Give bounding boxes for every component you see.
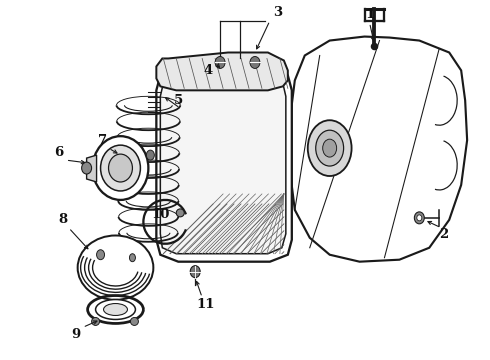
Ellipse shape bbox=[97, 250, 104, 260]
Text: 1: 1 bbox=[365, 8, 374, 21]
Text: 11: 11 bbox=[196, 298, 215, 311]
Ellipse shape bbox=[417, 215, 422, 221]
Text: 2: 2 bbox=[440, 228, 449, 241]
Ellipse shape bbox=[129, 254, 135, 262]
Polygon shape bbox=[156, 53, 288, 90]
Text: 8: 8 bbox=[58, 213, 67, 226]
Ellipse shape bbox=[415, 212, 424, 224]
Polygon shape bbox=[290, 37, 467, 262]
Ellipse shape bbox=[82, 162, 92, 174]
Ellipse shape bbox=[308, 120, 352, 176]
Ellipse shape bbox=[108, 154, 132, 182]
Ellipse shape bbox=[130, 318, 138, 325]
Polygon shape bbox=[160, 75, 286, 254]
Text: 7: 7 bbox=[98, 134, 107, 147]
Ellipse shape bbox=[316, 130, 343, 166]
Polygon shape bbox=[87, 155, 97, 182]
Text: 10: 10 bbox=[151, 208, 170, 221]
Polygon shape bbox=[156, 66, 292, 262]
Ellipse shape bbox=[176, 209, 184, 217]
Ellipse shape bbox=[77, 235, 153, 300]
Ellipse shape bbox=[147, 150, 154, 160]
Text: 4: 4 bbox=[203, 64, 213, 77]
Ellipse shape bbox=[215, 57, 225, 68]
Ellipse shape bbox=[190, 266, 200, 278]
Text: 5: 5 bbox=[173, 94, 183, 107]
Text: 6: 6 bbox=[54, 145, 63, 159]
Text: 3: 3 bbox=[273, 6, 282, 19]
Ellipse shape bbox=[100, 145, 141, 191]
Ellipse shape bbox=[323, 139, 337, 157]
Ellipse shape bbox=[371, 44, 377, 50]
Ellipse shape bbox=[96, 300, 135, 319]
Ellipse shape bbox=[250, 57, 260, 68]
Ellipse shape bbox=[103, 303, 127, 315]
Ellipse shape bbox=[93, 136, 148, 200]
Ellipse shape bbox=[92, 318, 99, 325]
Text: 9: 9 bbox=[71, 328, 80, 341]
